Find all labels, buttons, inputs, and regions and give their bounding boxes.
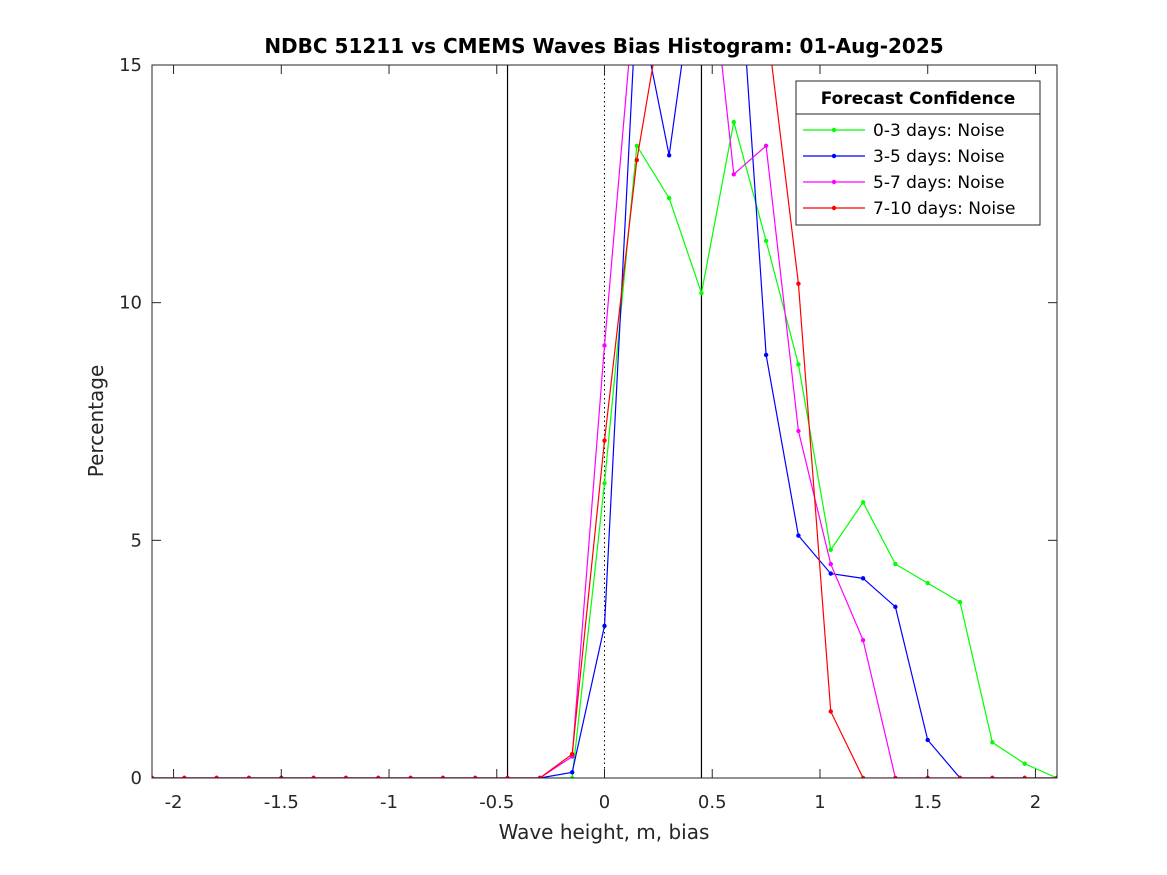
x-axis: -2 -1.5 -1 -0.5 0 0.5 1 1.5 2 — [165, 65, 1041, 813]
data-point — [602, 343, 607, 348]
data-point — [796, 281, 801, 286]
data-point — [796, 533, 801, 538]
data-point — [990, 740, 995, 745]
data-point — [828, 571, 833, 576]
data-point — [796, 428, 801, 434]
data-point — [860, 775, 866, 778]
data-point — [860, 500, 866, 505]
y-tick-label: 0 — [131, 768, 142, 789]
data-point — [634, 143, 640, 149]
data-point — [828, 547, 833, 553]
data-point — [246, 775, 252, 778]
x-tick-label: 1.5 — [913, 792, 942, 813]
legend-entry-label: 5-7 days: Noise — [873, 173, 1005, 193]
data-point — [666, 153, 672, 158]
y-tick-label: 10 — [119, 293, 142, 314]
data-point — [408, 775, 413, 778]
data-point — [634, 157, 640, 163]
x-tick-label: 2 — [1030, 792, 1041, 813]
data-point — [152, 775, 155, 778]
legend-box — [795, 80, 1041, 226]
data-point — [1054, 775, 1057, 778]
x-tick-label: 1 — [814, 792, 825, 813]
data-point — [828, 561, 833, 567]
y-tick-label: 15 — [119, 55, 142, 76]
data-point — [1022, 761, 1027, 766]
data-point — [1022, 775, 1027, 778]
legend-entry-label: 3-5 days: Noise — [873, 147, 1005, 167]
data-point — [602, 481, 607, 486]
data-point — [796, 362, 801, 367]
data-point — [440, 775, 446, 778]
data-point — [569, 770, 575, 775]
data-point — [990, 775, 995, 778]
legend-entry-label: 7-10 days: Noise — [873, 199, 1015, 219]
data-point — [182, 775, 187, 778]
data-point — [473, 775, 478, 778]
data-point — [666, 195, 672, 201]
chart-title: NDBC 51211 vs CMEMS Waves Bias Histogram… — [264, 34, 943, 58]
data-point — [957, 775, 963, 778]
legend-entry-label: 0-3 days: Noise — [873, 121, 1005, 141]
x-tick-label: -1 — [380, 792, 398, 813]
data-point — [731, 172, 736, 177]
data-point — [925, 580, 930, 586]
legend-entries: 0-3 days: Noise 3-5 days: Noise 5-7 days: … — [803, 121, 1015, 219]
data-point — [957, 599, 963, 605]
data-point — [763, 352, 769, 358]
legend-marker — [831, 205, 837, 211]
legend-marker — [831, 179, 837, 185]
data-point — [343, 775, 349, 778]
data-point — [764, 15, 768, 19]
legend: Forecast Confidence 0-3 days: Noise 3-5 d… — [795, 80, 1041, 226]
x-tick-label: 0.5 — [698, 792, 727, 813]
data-point — [860, 576, 866, 581]
legend-marker — [831, 153, 837, 159]
data-point — [893, 561, 898, 567]
y-axis-label: Percentage — [84, 365, 108, 478]
data-point — [376, 775, 381, 778]
data-point — [214, 775, 219, 778]
legend-marker — [831, 127, 837, 133]
data-point — [893, 775, 898, 778]
series-4 — [152, 15, 1057, 778]
x-tick-label: -1.5 — [264, 792, 299, 813]
x-tick-label: 0 — [599, 792, 610, 813]
x-tick-label: -0.5 — [479, 792, 514, 813]
data-point — [537, 775, 543, 778]
reference-lines — [506, 65, 703, 778]
data-point — [731, 119, 736, 125]
y-axis: 0 5 10 15 — [119, 55, 1057, 789]
data-point — [505, 775, 510, 778]
series-layer — [152, 15, 1057, 778]
y-tick-label: 5 — [131, 530, 142, 551]
x-axis-label: Wave height, m, bias — [499, 820, 710, 844]
data-point — [860, 637, 866, 643]
data-point — [763, 238, 769, 244]
data-point — [311, 775, 316, 778]
x-tick-label: -2 — [165, 792, 183, 813]
data-point — [569, 775, 575, 778]
data-point — [602, 623, 607, 629]
data-point — [763, 143, 769, 149]
data-point — [828, 709, 833, 714]
data-point — [925, 737, 930, 743]
legend-title: Forecast Confidence — [821, 89, 1016, 109]
data-point — [699, 290, 704, 296]
data-point — [602, 438, 607, 443]
data-point — [893, 604, 898, 610]
data-point — [569, 752, 575, 757]
